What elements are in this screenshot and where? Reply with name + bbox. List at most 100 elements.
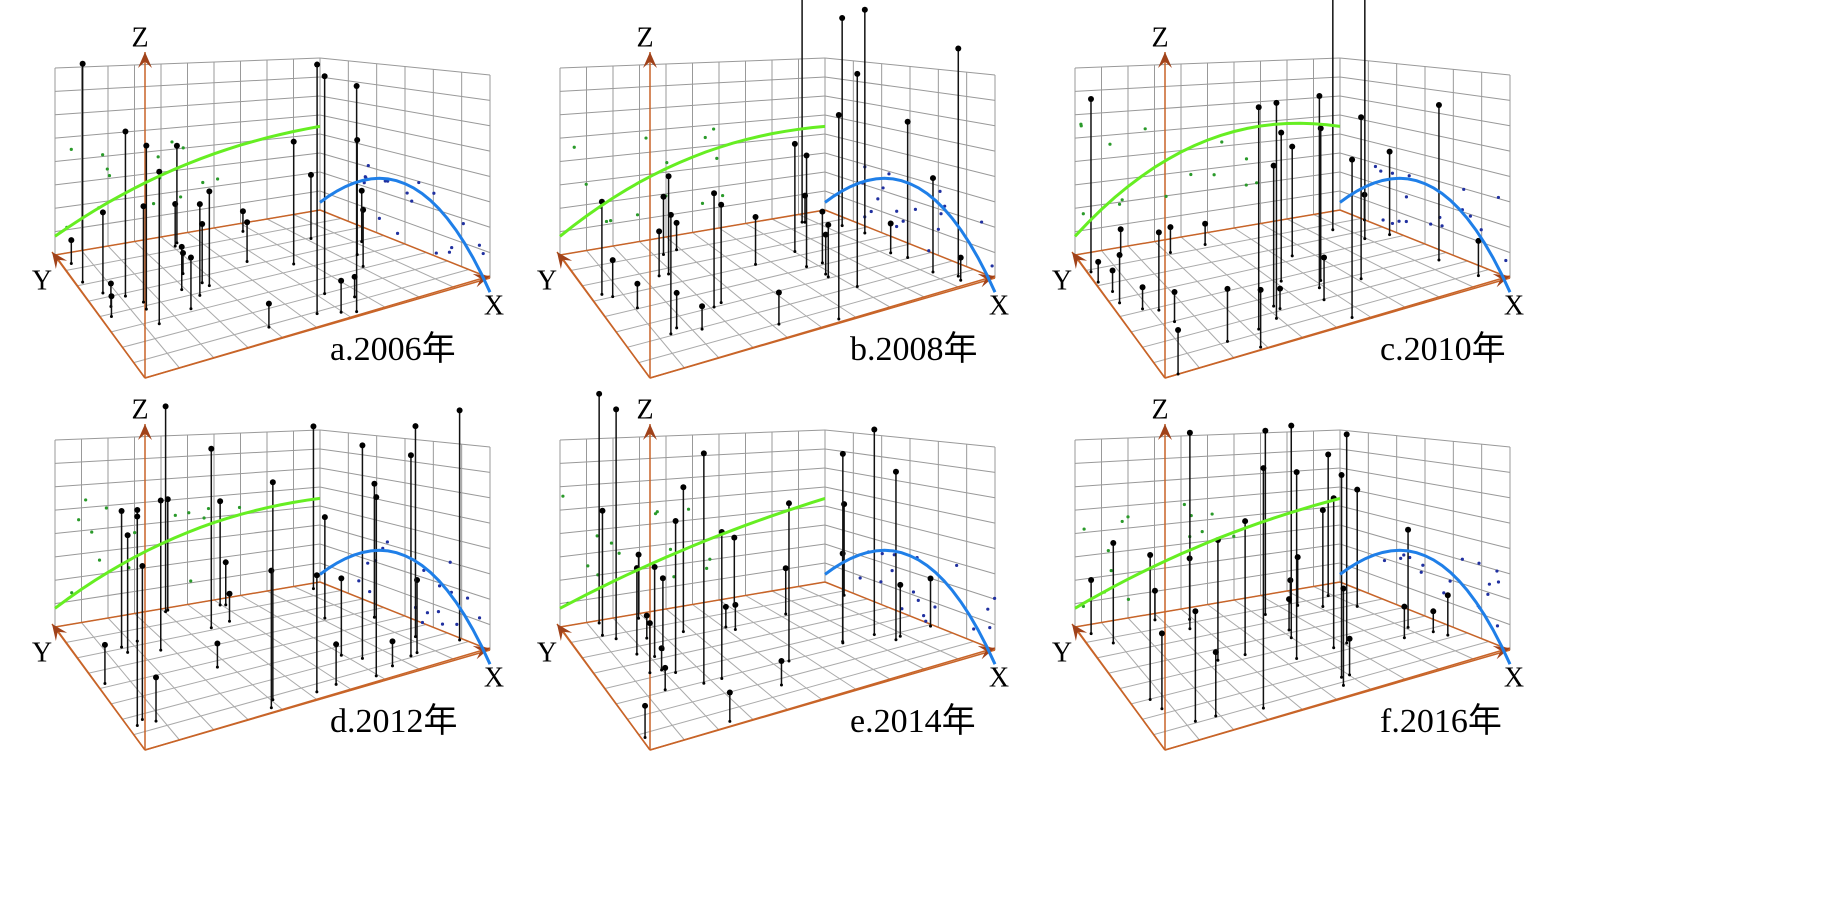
- trend-x: [319, 176, 492, 293]
- wall-grid: [54, 76, 321, 92]
- stick-base: [200, 281, 204, 285]
- wall-grid: [824, 57, 996, 76]
- z-axis-head: [138, 52, 152, 68]
- stick-top: [667, 211, 674, 218]
- y-axis: [1071, 251, 1166, 379]
- wall-grid: [1074, 133, 1341, 162]
- wall-grid: [1074, 114, 1341, 139]
- projected-point: [1460, 557, 1464, 561]
- stick-top: [290, 138, 297, 145]
- stick-top: [373, 494, 380, 501]
- projected-point: [1504, 258, 1508, 263]
- projected-point: [1232, 534, 1236, 538]
- stick-base: [1363, 237, 1367, 241]
- stick-base: [323, 292, 327, 296]
- wall-grid: [1339, 152, 1511, 203]
- stick-top: [929, 175, 936, 182]
- trend-y: [54, 124, 321, 238]
- wall-grid: [54, 57, 321, 69]
- stick-base: [323, 616, 327, 620]
- projected-point: [170, 140, 174, 144]
- projected-point: [1486, 592, 1490, 596]
- stick-base: [675, 326, 679, 330]
- floor-edge: [54, 209, 321, 256]
- stick-top: [371, 480, 378, 487]
- projected-point: [410, 199, 414, 203]
- projected-point: [363, 175, 367, 179]
- stick-top: [1386, 148, 1393, 155]
- wall-grid: [1074, 190, 1341, 233]
- projected-point: [357, 579, 361, 583]
- stick-base: [637, 616, 641, 620]
- projected-point: [477, 243, 482, 247]
- panel: Z Y Xf.2016年: [1052, 394, 1524, 751]
- stick-top: [839, 15, 846, 22]
- floor-grid: [1131, 624, 1447, 705]
- projected-point: [668, 547, 673, 551]
- stick-top: [841, 501, 848, 508]
- stick-top: [314, 61, 321, 68]
- wall-grid: [1339, 524, 1511, 575]
- projected-point: [432, 191, 436, 195]
- floor-grid: [88, 607, 384, 674]
- stick-base: [777, 322, 781, 326]
- stick-base: [360, 240, 364, 244]
- panel-label: f.2016年: [1380, 702, 1502, 740]
- stick-top: [871, 426, 878, 433]
- projected-point: [434, 251, 438, 255]
- wall-grid: [824, 95, 996, 127]
- projected-point: [1120, 198, 1124, 202]
- stick-base: [1326, 594, 1330, 598]
- stick-base: [269, 706, 273, 710]
- stick-base: [1345, 641, 1349, 645]
- projected-point: [1381, 218, 1385, 222]
- stick-base: [1257, 327, 1261, 331]
- x-axis-head: [1492, 273, 1510, 288]
- floor-grid: [111, 252, 427, 333]
- projected-point: [1143, 127, 1147, 131]
- wall-grid: [1074, 543, 1341, 581]
- stick-base: [458, 638, 462, 642]
- projected-point: [201, 180, 205, 185]
- wall-grid: [1074, 152, 1341, 186]
- stick-top: [222, 559, 229, 566]
- stick-base: [793, 250, 797, 254]
- projected-point: [237, 505, 242, 510]
- stick-base: [1096, 280, 1100, 284]
- projected-point: [1109, 569, 1113, 573]
- projected-point: [1126, 597, 1131, 601]
- stick-top: [819, 208, 826, 215]
- stick-base: [173, 244, 177, 248]
- stick-top: [1349, 156, 1356, 163]
- projected-point: [895, 209, 899, 213]
- stick-top: [778, 657, 785, 664]
- stick-top: [1139, 284, 1146, 291]
- wall-grid: [1339, 57, 1511, 76]
- stick-base: [1148, 698, 1152, 702]
- stick-base: [724, 625, 728, 629]
- stick-base: [101, 291, 105, 295]
- stick-base: [841, 641, 845, 645]
- projected-point: [876, 197, 880, 201]
- projected-point: [425, 611, 430, 615]
- trend-y: [559, 496, 826, 610]
- stick-base: [144, 307, 148, 311]
- projected-point: [869, 209, 873, 214]
- stick-base: [667, 272, 671, 276]
- trend-y: [1073, 121, 1341, 238]
- wall-grid: [1074, 429, 1341, 441]
- stick-base: [645, 636, 649, 640]
- stick-base: [166, 608, 170, 612]
- floor-edge: [319, 581, 491, 651]
- stick-top: [338, 277, 345, 284]
- stick-base: [840, 224, 844, 228]
- wall-grid: [1339, 505, 1511, 549]
- panel-label: c.2010年: [1380, 330, 1506, 368]
- stick-base: [803, 220, 807, 224]
- stick-top: [1340, 585, 1347, 592]
- projected-point: [1468, 214, 1472, 218]
- projected-point: [665, 161, 669, 165]
- stick-base: [1111, 290, 1115, 294]
- stick-base: [1341, 683, 1345, 687]
